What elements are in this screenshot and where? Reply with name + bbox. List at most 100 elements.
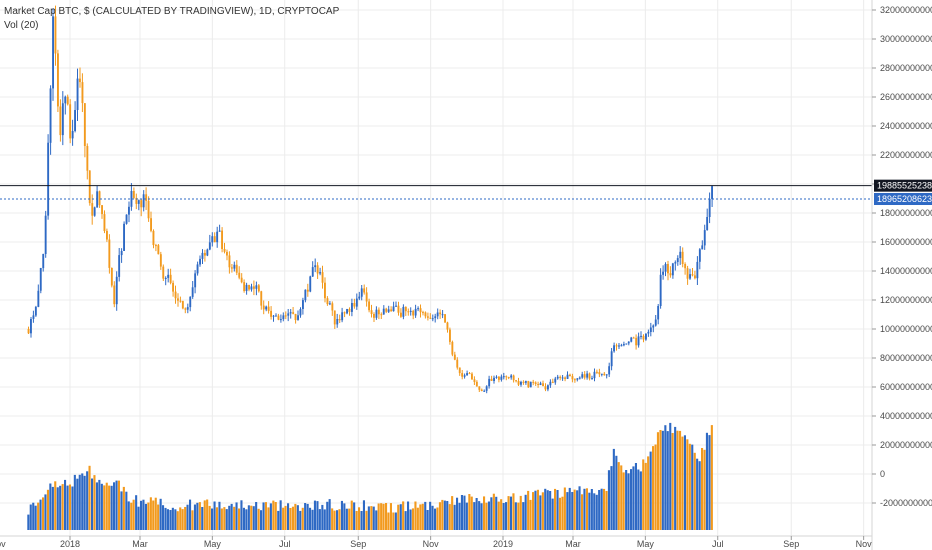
volume-bar	[688, 443, 691, 530]
candle-body	[248, 284, 250, 290]
candle-body	[706, 217, 709, 231]
volume-bar	[485, 502, 488, 530]
candle-body	[49, 88, 52, 143]
candle-body	[157, 245, 160, 255]
candle-body	[216, 231, 219, 243]
volume-bar	[679, 430, 682, 530]
volume-bar	[66, 485, 69, 530]
candle-body	[630, 337, 633, 342]
candle-body	[407, 311, 410, 313]
candle-body	[686, 268, 689, 279]
x-tick-label: Mar	[565, 539, 581, 549]
volume-bar	[404, 511, 407, 530]
candle-body	[289, 312, 292, 314]
volume-bar	[323, 509, 326, 530]
candle-body	[167, 274, 170, 278]
volume-bar	[250, 505, 253, 530]
volume-bar	[708, 435, 711, 530]
volume-bar	[487, 501, 490, 530]
candle-body	[463, 375, 466, 377]
candle-body	[400, 312, 402, 317]
volume-bar	[171, 507, 174, 530]
volume-bar	[264, 502, 267, 530]
volume-bar	[27, 514, 30, 530]
volume-bar	[274, 502, 277, 530]
volume-bar	[95, 482, 98, 530]
y-tick-label: 320000000000	[880, 5, 932, 15]
volume-bar	[490, 497, 493, 530]
candle-body	[132, 191, 135, 198]
candle-body	[52, 16, 54, 89]
candle-body	[120, 251, 123, 256]
volume-bar	[59, 485, 62, 530]
candle-body	[93, 207, 96, 216]
volume-bar	[505, 502, 508, 530]
volume-bar	[573, 489, 576, 530]
volume-bar	[103, 485, 106, 530]
candle-body	[196, 264, 199, 274]
candle-body	[542, 383, 544, 387]
volume-bar	[632, 466, 635, 530]
candle-body	[243, 282, 246, 291]
candle-body	[42, 254, 45, 269]
volume-bar	[382, 503, 385, 530]
volume-bar	[159, 498, 162, 530]
price-tag-label: 189652086235	[877, 194, 932, 204]
candle-body	[586, 373, 589, 378]
candle-body	[282, 315, 285, 320]
volume-bar	[509, 496, 512, 530]
candle-body	[605, 374, 608, 376]
volume-bar	[331, 508, 334, 530]
candle-body	[218, 230, 221, 232]
volume-bar	[497, 501, 500, 530]
candle-body	[588, 373, 591, 379]
candle-body	[81, 82, 84, 104]
candle-body	[637, 336, 640, 346]
candle-body	[123, 223, 125, 251]
candle-body	[642, 335, 645, 340]
candle-body	[696, 261, 699, 279]
candle-body	[142, 194, 145, 208]
candle-body	[625, 343, 628, 345]
candle-body	[676, 258, 679, 262]
candle-body	[360, 288, 363, 297]
candle-body	[674, 262, 677, 264]
volume-bar	[196, 502, 199, 530]
volume-bar	[639, 471, 642, 530]
volume-bar	[644, 462, 647, 530]
candle-body	[302, 300, 304, 309]
volume-bar	[326, 501, 329, 530]
volume-bar	[465, 502, 468, 530]
volume-bar	[157, 504, 160, 530]
volume-bar	[647, 456, 650, 530]
volume-bar	[193, 504, 196, 530]
volume-bar	[309, 507, 312, 530]
y-tick-label: 180000000000	[880, 208, 932, 218]
volume-bar	[590, 489, 593, 530]
volume-bar	[385, 503, 388, 530]
candle-body	[524, 381, 527, 383]
price-lines	[0, 185, 872, 200]
candle-body	[544, 386, 547, 390]
candle-body	[235, 264, 238, 273]
candle-body	[186, 307, 189, 310]
candle-body	[581, 374, 584, 378]
volume-bar	[122, 486, 125, 530]
volume-bar	[186, 504, 189, 530]
volume-bar	[218, 501, 221, 530]
volume-bar	[225, 509, 228, 530]
volume-bar	[561, 496, 564, 530]
candle-body	[701, 245, 704, 250]
volume-bar	[372, 506, 375, 530]
volume-bar	[247, 505, 250, 530]
candle-body	[351, 303, 353, 312]
volume-bar	[615, 455, 618, 530]
candle-body	[622, 344, 625, 346]
volume-bar	[113, 482, 116, 530]
previous-price-tag	[874, 193, 932, 206]
candle-body	[331, 303, 334, 311]
candle-body	[505, 376, 508, 378]
candle-body	[353, 303, 356, 307]
